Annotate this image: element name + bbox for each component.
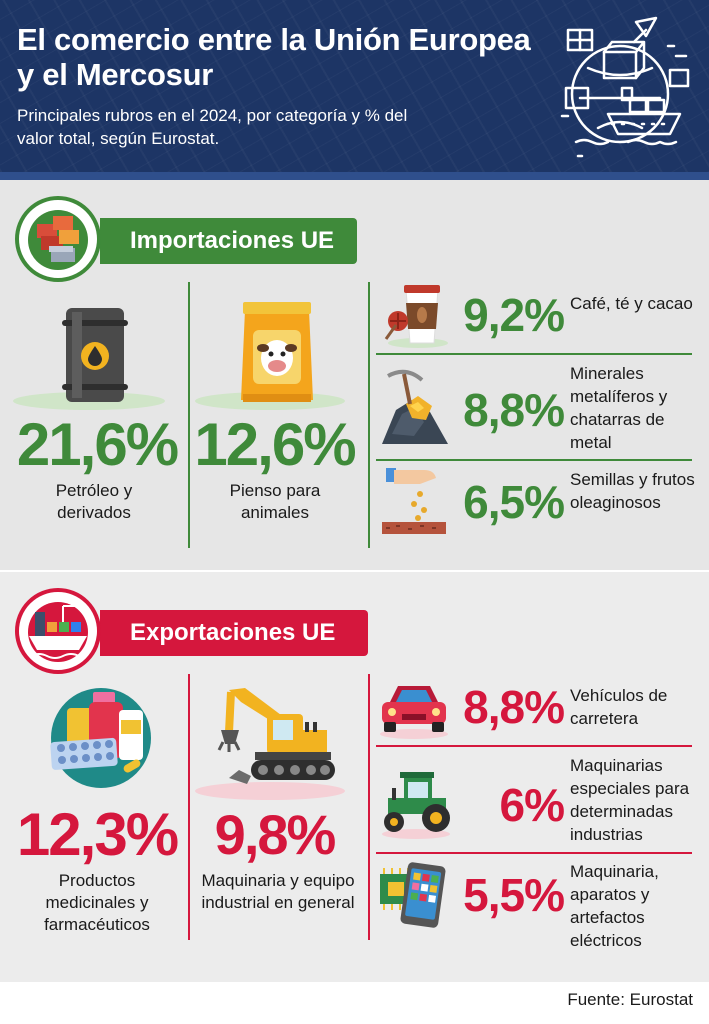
imports-badge [15, 196, 101, 282]
excavator-icon [217, 688, 335, 784]
imports-divider-2 [368, 282, 370, 548]
imports-side-label-2: Minerales metalíferos y chatarras de met… [570, 364, 668, 452]
coffee-cup-icon [384, 285, 448, 348]
mining-ore-icon [382, 369, 448, 444]
header-banner: El comercio entre la Unión Europea y el … [0, 0, 709, 172]
page-title: El comercio entre la Unión Europea y el … [17, 22, 531, 92]
trade-ship-globe-icon [560, 16, 690, 158]
animal-feed-bag-icon [241, 302, 313, 402]
exports-side-divider-2 [376, 852, 692, 854]
imports-side-pct-2: 8,8% [463, 384, 565, 436]
cargo-ship-icon [28, 602, 88, 662]
imports-side-divider-2 [376, 459, 692, 461]
car-icon [380, 686, 448, 739]
medicine-icon [50, 688, 151, 788]
exports-side-pct-2: 6% [499, 779, 565, 831]
imports-main-label-1: Petróleo y derivados [55, 481, 133, 522]
page-subtitle: Principales rubros en el 2024, por categ… [17, 106, 408, 148]
bricks-icon [28, 210, 88, 270]
imports-side-pct-3: 6,5% [463, 476, 565, 528]
section-separator [0, 570, 709, 572]
imports-main-pct-1: 21,6% [16, 411, 179, 478]
imports-side-pct-1: 9,2% [463, 289, 565, 341]
tractor-icon [382, 772, 450, 839]
oil-barrel-icon [62, 308, 128, 402]
exports-side-label-3: Maquinaria, aparatos y artefactos eléctr… [570, 862, 659, 950]
exports-side-pct-1: 8,8% [463, 681, 565, 733]
imports-divider-1 [188, 282, 190, 548]
seeds-hand-icon [382, 468, 446, 534]
exports-badge [15, 588, 101, 674]
imports-side-divider-1 [376, 353, 692, 355]
exports-main-label-1: Productos medicinales y farmacéuticos [44, 871, 150, 934]
excavator-shadow [195, 782, 345, 800]
exports-side-label-1: Vehículos de carretera [570, 686, 668, 728]
exports-side-label-2: Maquinarias especiales para determinadas… [570, 756, 690, 844]
header-divider [0, 172, 709, 180]
imports-heading: Importaciones UE [100, 218, 357, 264]
exports-main-pct-2: 9,8% [214, 803, 337, 866]
exports-side-pct-3: 5,5% [463, 869, 565, 921]
source-footer: Fuente: Eurostat [567, 990, 693, 1009]
exports-divider-1 [188, 674, 190, 940]
imports-side-label-3: Semillas y frutos oleaginosos [570, 470, 695, 512]
exports-divider-2 [368, 674, 370, 940]
exports-main-pct-1: 12,3% [16, 801, 179, 868]
exports-main-label-2: Maquinaria y equipo industrial en genera… [201, 871, 355, 912]
imports-main-label-2: Pienso para animales [229, 481, 321, 522]
imports-side-label-1: Café, té y cacao [570, 294, 693, 313]
exports-heading: Exportaciones UE [100, 610, 368, 656]
imports-main-pct-2: 12,6% [194, 411, 356, 478]
exports-side-divider-1 [376, 745, 692, 747]
smartphone-chip-icon [380, 862, 446, 928]
